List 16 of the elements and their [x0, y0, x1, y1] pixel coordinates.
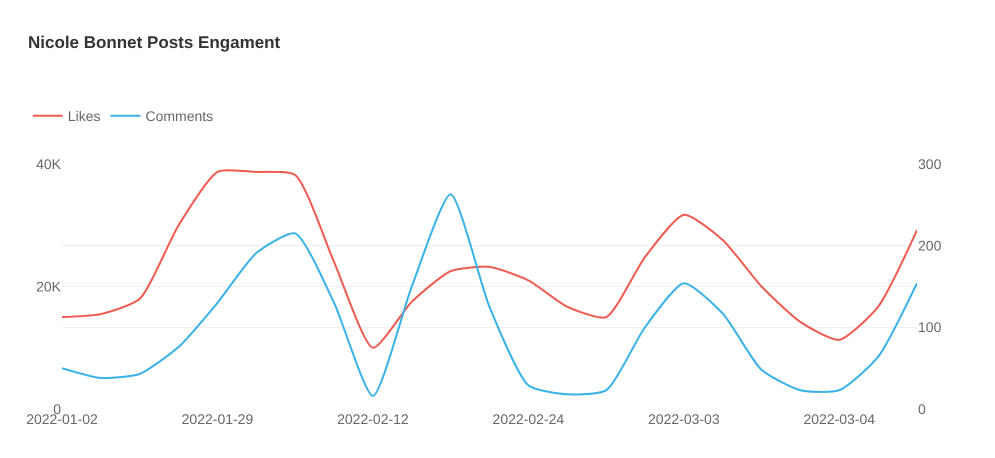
- x-tick-label: 2022-03-04: [803, 411, 876, 427]
- x-tick-label: 2022-02-12: [337, 411, 409, 427]
- line-series: [62, 170, 917, 349]
- y2-tick-label: 200: [918, 238, 942, 254]
- line-series: [62, 193, 917, 397]
- x-tick-label: 2022-02-24: [492, 411, 564, 427]
- chart-title: Nicole Bonnet Posts Engament: [28, 32, 281, 52]
- legend-label: Likes: [68, 108, 100, 124]
- x-tick-label: 2022-01-29: [182, 411, 254, 427]
- y-tick-label: 20K: [36, 278, 62, 294]
- y2-tick-label: 0: [918, 400, 926, 417]
- y2-tick-label: 100: [918, 319, 942, 336]
- y2-tick-label: 300: [918, 156, 942, 172]
- legend-label: Comments: [145, 108, 214, 124]
- x-tick-label: 2022-03-03: [648, 411, 720, 427]
- y-tick-label: 40K: [36, 156, 62, 172]
